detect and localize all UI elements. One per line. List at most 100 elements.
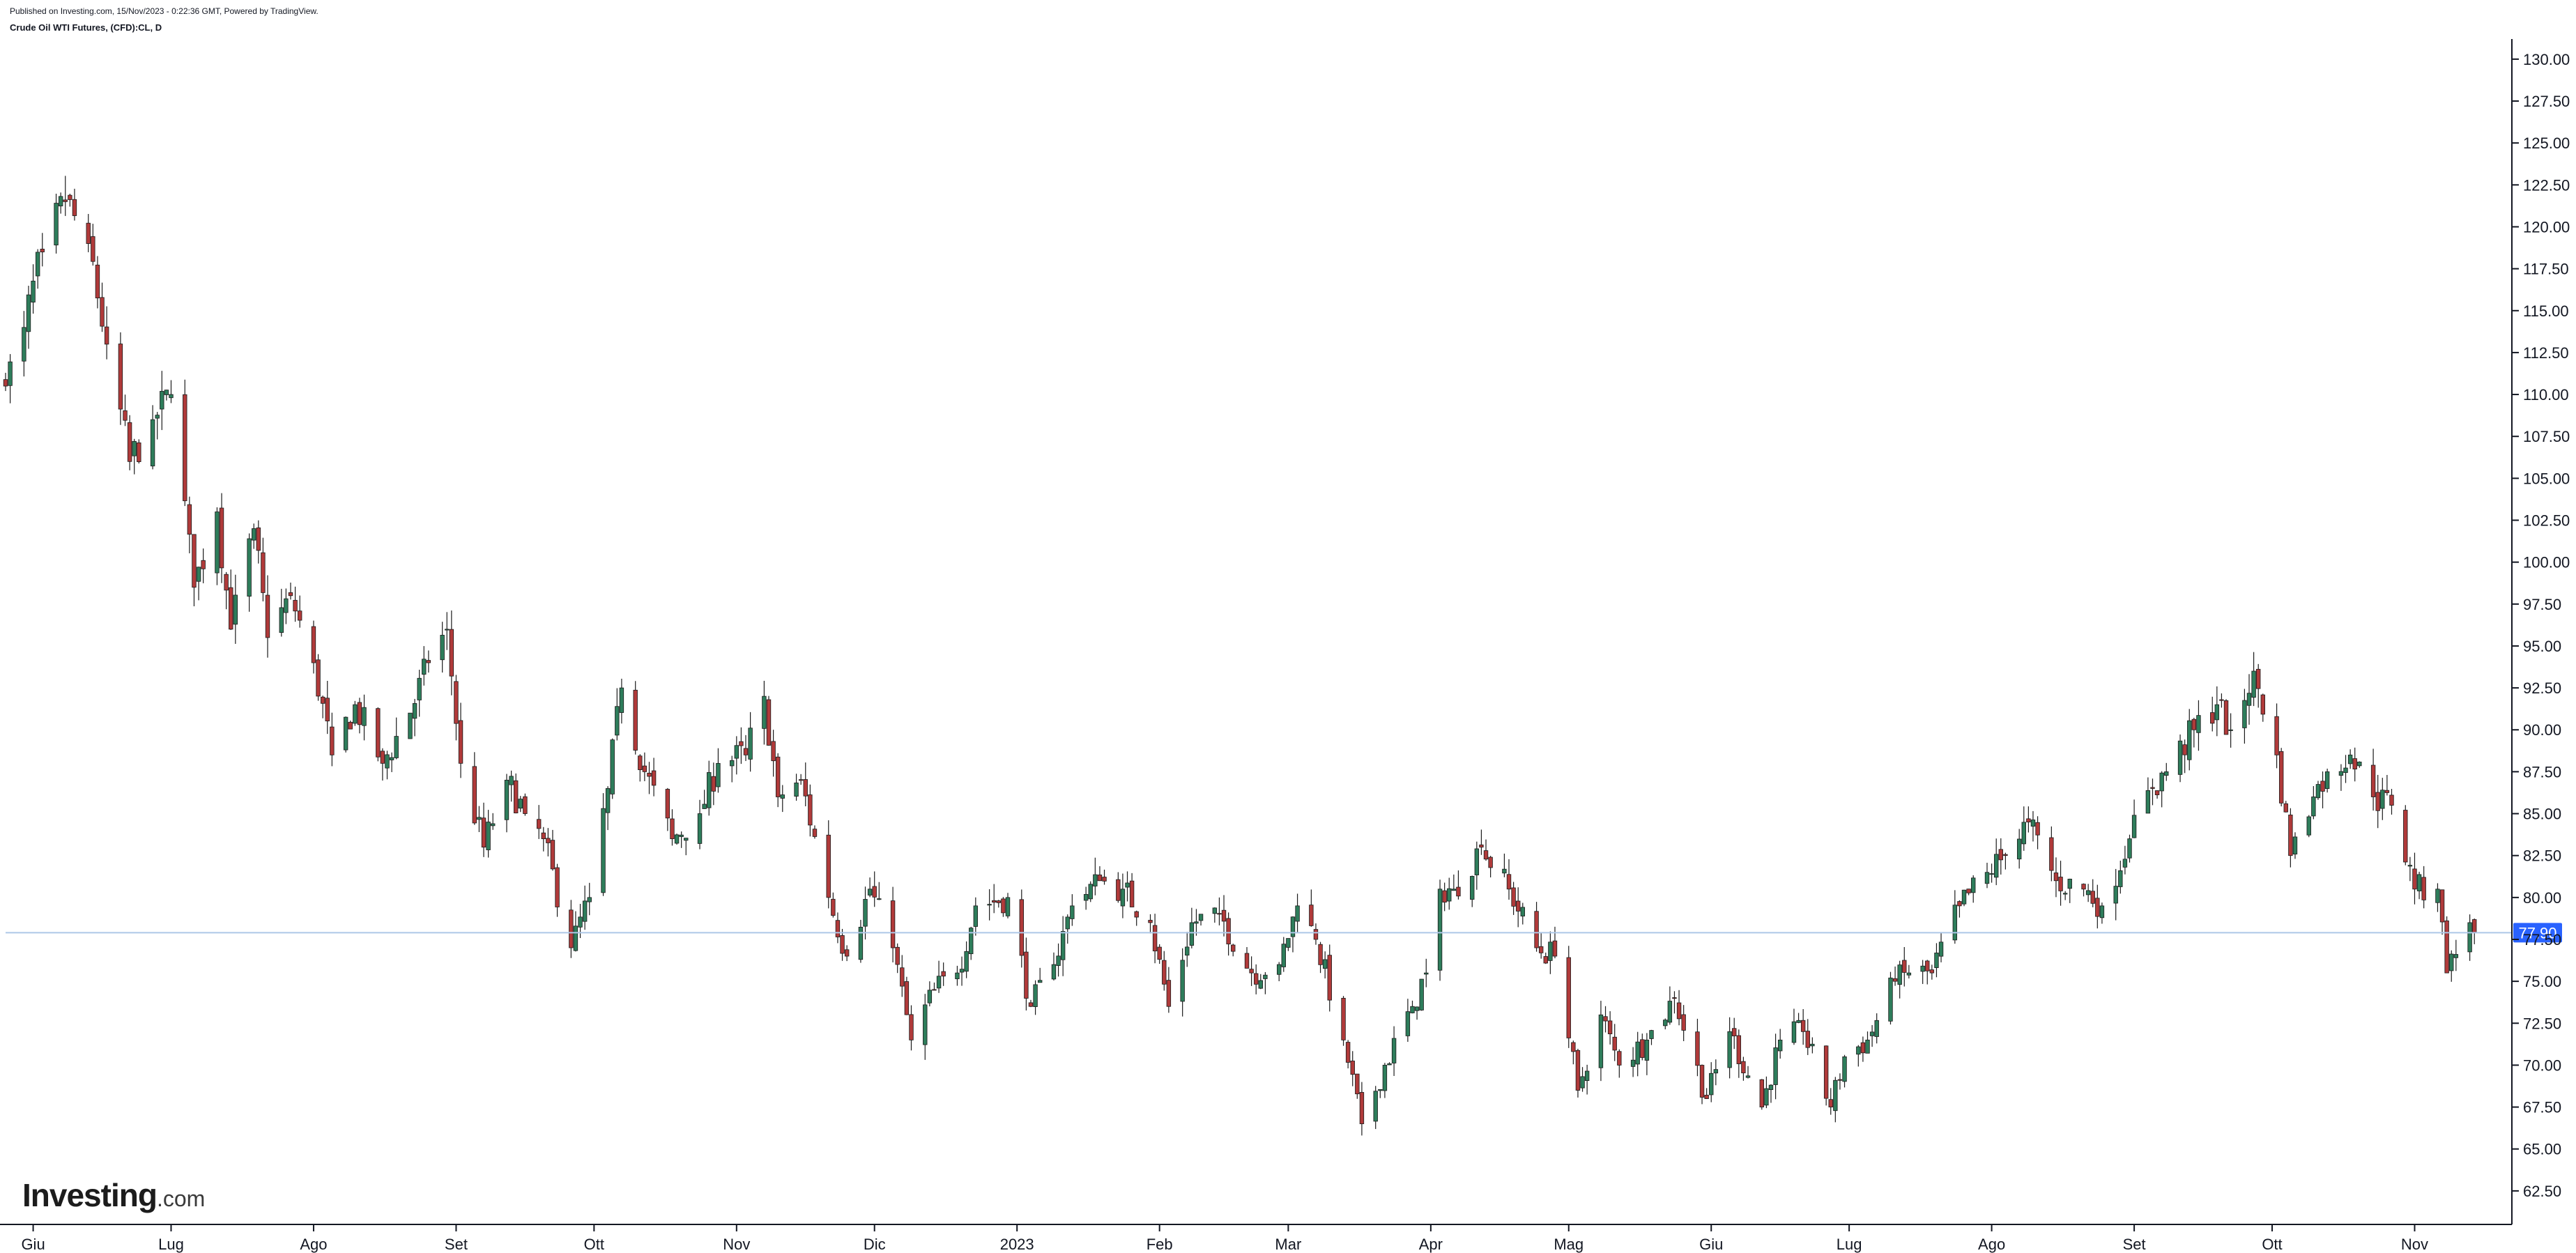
candle [812, 825, 818, 839]
candle [1024, 937, 1029, 1010]
candle [1566, 946, 1571, 1048]
candle [2256, 663, 2261, 708]
candle [155, 412, 160, 440]
candle [798, 774, 804, 785]
candle [1506, 859, 1512, 900]
candle [1902, 946, 1907, 987]
candle [1083, 886, 1089, 910]
candle [2067, 878, 2072, 903]
candle [491, 813, 496, 830]
candle [2182, 739, 2187, 774]
candle [803, 762, 808, 807]
candle [86, 214, 91, 252]
candle [707, 760, 712, 816]
published-note: Published on Investing.com, 15/Nov/2023 … [10, 6, 319, 16]
candle [890, 886, 896, 962]
candle [730, 755, 735, 783]
candle [1231, 944, 1236, 957]
candle [2219, 693, 2224, 708]
y-tick-label: 77.50 [2523, 931, 2561, 948]
candle [674, 833, 680, 845]
candle [1584, 1064, 1590, 1095]
candle [100, 282, 105, 332]
candle [734, 736, 739, 775]
candle [766, 695, 772, 746]
candle [605, 786, 611, 831]
candle [1125, 871, 1130, 902]
candle [831, 892, 836, 918]
candle [1961, 889, 1967, 907]
candle [987, 889, 992, 921]
x-tick-label: Ott [584, 1236, 604, 1253]
candle [2127, 834, 2132, 863]
candle [2145, 777, 2151, 814]
y-tick-label: 130.00 [2523, 51, 2570, 68]
candle [2049, 826, 2054, 882]
candle [1442, 882, 1447, 912]
candle [665, 787, 670, 831]
candle [2324, 768, 2330, 793]
x-tick-label: 2023 [1000, 1236, 1034, 1253]
candle [348, 720, 353, 730]
candle [927, 981, 933, 1007]
candle [2347, 749, 2353, 769]
candle [72, 188, 77, 221]
candle [619, 678, 624, 724]
candle [1552, 926, 1558, 959]
candle [2035, 816, 2040, 850]
candle [610, 738, 615, 799]
candle [477, 806, 482, 832]
candle [996, 900, 1002, 908]
candle [1281, 937, 1286, 972]
candle [1984, 862, 1990, 889]
candle [1520, 902, 1525, 925]
candle [748, 712, 753, 772]
x-axis[interactable]: Giu Lug Ago Set Ott Nov Dic 2023 Feb Mar Apr Mag Giu… [0, 1224, 2512, 1253]
candle [440, 622, 445, 673]
y-tick-label: 125.00 [2523, 134, 2570, 152]
investing-logo[interactable]: Investing.com [22, 1176, 205, 1214]
candle [2196, 700, 2201, 751]
candle [573, 911, 578, 952]
candle [518, 796, 523, 813]
candle [2058, 861, 2063, 906]
candle [1727, 1017, 1732, 1079]
x-tick-label: Lug [158, 1236, 184, 1253]
candle [1704, 1088, 1709, 1099]
candle [1244, 947, 1250, 969]
candle [835, 912, 841, 944]
candle [1952, 890, 1958, 944]
candle [353, 700, 358, 726]
candle [536, 805, 542, 839]
candle [775, 753, 781, 808]
candle [2352, 747, 2357, 782]
candle [1869, 1024, 1875, 1047]
candle [1313, 923, 1319, 945]
candle [389, 752, 394, 772]
candle [1773, 1033, 1778, 1100]
candle [408, 712, 413, 739]
candle [697, 799, 703, 850]
candle [297, 595, 302, 628]
y-tick-label: 70.00 [2523, 1056, 2561, 1074]
candle [2223, 699, 2229, 735]
candle [2306, 815, 2311, 838]
candle [555, 863, 560, 917]
candle [679, 831, 684, 848]
candle [1938, 932, 1944, 962]
candle [445, 612, 450, 650]
candle [1805, 1019, 1810, 1055]
candle [1327, 944, 1332, 1012]
candle [642, 752, 647, 781]
candle [1676, 990, 1682, 1026]
y-tick-label: 107.50 [2523, 428, 2570, 445]
candle [2472, 918, 2477, 944]
candle [2003, 852, 2008, 870]
x-tick-label: Set [2123, 1236, 2146, 1253]
y-axis[interactable]: 130.00 127.50 125.00 122.50 120.00 117.50 115.… [2511, 39, 2570, 1224]
candle [201, 548, 206, 583]
candle [541, 827, 546, 852]
candle [1051, 952, 1057, 981]
candle [1488, 856, 1493, 878]
